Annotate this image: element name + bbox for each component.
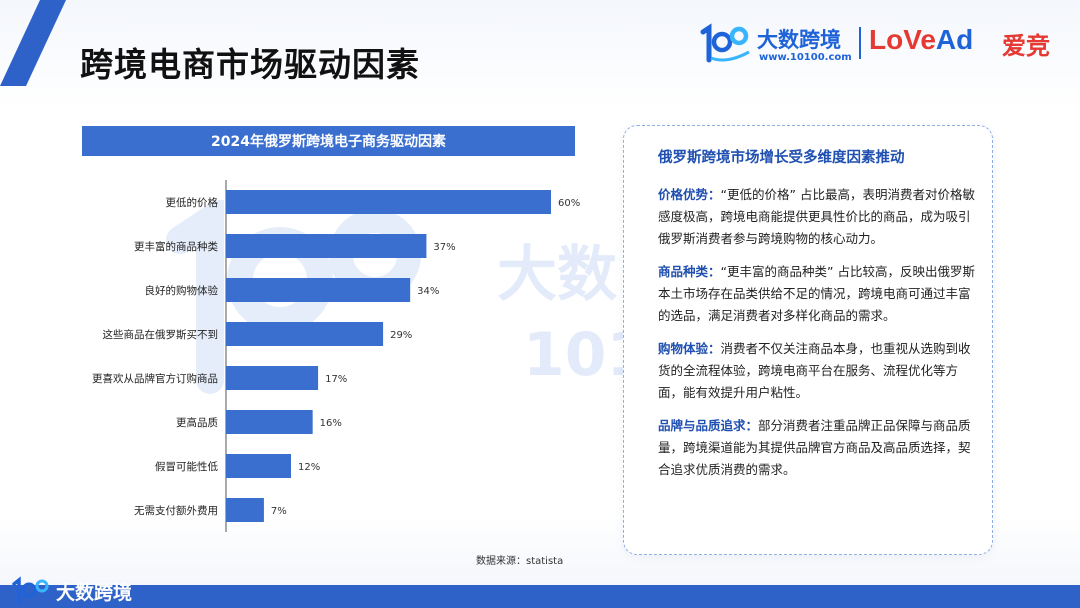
insight-experience-text: 消费者不仅关注商品本身，也重视从选购到收货的全流程体验，跨境电商平台在服务、流程…	[658, 341, 971, 400]
value-label-6: 12%	[298, 462, 320, 473]
partner-logo: LoVeAd	[869, 24, 973, 56]
watermark-text-1: 大数	[497, 240, 617, 310]
corner-stripe-decoration	[0, 0, 66, 86]
bar-2	[226, 278, 411, 302]
bar-0	[226, 190, 551, 214]
insight-price-lead: 价格优势：	[658, 187, 721, 202]
partner-brand-cn: 爱竞	[1002, 32, 1050, 60]
value-label-0: 60%	[558, 198, 580, 209]
insight-price: 价格优势：“更低的价格” 占比最高，表明消费者对价格敏感度极高，跨境电商能提供更…	[658, 184, 978, 250]
bar-7	[226, 498, 264, 522]
category-label-7: 无需支付额外费用	[134, 504, 218, 517]
value-label-5: 16%	[320, 418, 342, 429]
footer-bar	[0, 585, 1080, 608]
category-label-5: 更高品质	[176, 416, 218, 429]
value-label-1: 37%	[433, 242, 455, 253]
value-label-4: 17%	[325, 374, 347, 385]
brand-1000-logo-icon	[700, 23, 750, 63]
page-title: 跨境电商市场驱动因素	[80, 45, 420, 84]
chart-title: 2024年俄罗斯跨境电子商务驱动因素	[82, 126, 575, 156]
value-label-3: 29%	[390, 330, 412, 341]
value-label-2: 34%	[417, 286, 439, 297]
logo-divider	[859, 27, 861, 59]
partner-logo-love: LoVe	[869, 24, 936, 55]
category-label-4: 更喜欢从品牌官方订购商品	[92, 372, 218, 385]
bar-1	[226, 234, 427, 258]
panel-title: 俄罗斯跨境市场增长受多维度因素推动	[658, 150, 905, 166]
insight-price-text: “更低的价格” 占比最高，表明消费者对价格敏感度极高，跨境电商能提供更具性价比的…	[658, 187, 975, 246]
brand-logos: 大数跨境 www.10100.com LoVeAd 爱竞	[697, 22, 1067, 66]
insight-variety: 商品种类：“更丰富的商品种类” 占比较高，反映出俄罗斯本土市场存在品类供给不足的…	[658, 261, 978, 327]
bar-3	[226, 322, 384, 346]
data-source: 数据来源：statista	[476, 556, 564, 567]
insight-brand-lead: 品牌与品质追求：	[658, 418, 759, 433]
category-label-3: 这些商品在俄罗斯买不到	[103, 328, 219, 341]
bar-6	[226, 454, 291, 478]
bar-4	[226, 366, 319, 390]
value-label-7: 7%	[271, 506, 287, 517]
bar-chart: 更低的价格 60% 更丰富的商品种类 37% 良好的购物体验 34% 这些商品在俄罗斯买不到…	[92, 180, 580, 532]
insight-variety-lead: 商品种类：	[658, 264, 721, 279]
insight-brand: 品牌与品质追求：部分消费者注重品牌正品保障与商品质量，跨境渠道能为其提供品牌官方…	[658, 415, 978, 481]
category-label-1: 更丰富的商品种类	[134, 240, 218, 253]
category-label-2: 良好的购物体验	[145, 284, 219, 297]
category-label-6: 假冒可能性低	[155, 460, 218, 473]
brand-name: 大数跨境	[757, 28, 841, 52]
insight-variety-text: “更丰富的商品种类” 占比较高，反映出俄罗斯本土市场存在品类供给不足的情况，跨境…	[658, 264, 975, 323]
insight-experience: 购物体验：消费者不仅关注商品本身，也重视从选购到收货的全流程体验，跨境电商平台在…	[658, 338, 978, 404]
bar-5	[226, 410, 313, 434]
insight-panel: 俄罗斯跨境市场增长受多维度因素推动 价格优势：“更低的价格” 占比最高，表明消费…	[623, 125, 993, 555]
category-label-0: 更低的价格	[166, 196, 219, 209]
footer-brand: 大数跨境	[56, 582, 133, 604]
insight-experience-lead: 购物体验：	[658, 341, 721, 356]
partner-logo-ad: Ad	[935, 24, 974, 55]
insight-brand-text: 部分消费者注重品牌正品保障与商品质量，跨境渠道能为其提供品牌官方商品及高品质选择…	[658, 418, 971, 477]
footer-logo-icon	[12, 576, 49, 604]
brand-url: www.10100.com	[759, 52, 852, 63]
